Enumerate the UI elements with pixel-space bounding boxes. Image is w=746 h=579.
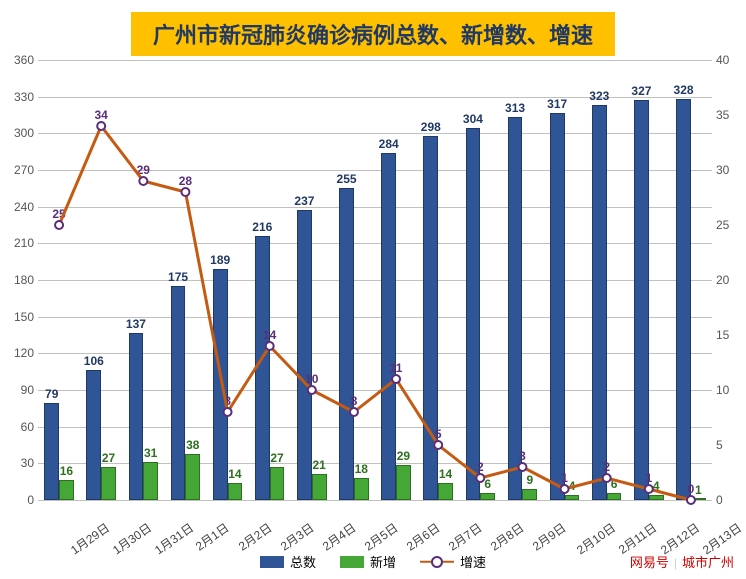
legend-new: 新增 (340, 552, 396, 571)
ytick-right: 25 (716, 218, 742, 232)
ytick-right: 35 (716, 108, 742, 122)
legend-rate: 增速 (420, 552, 486, 571)
ytick-left: 150 (6, 310, 34, 324)
x-category-label: 2月4日 (319, 519, 359, 554)
ytick-left: 120 (6, 346, 34, 360)
ytick-right: 15 (716, 328, 742, 342)
footer-left: 网易号 (630, 555, 669, 570)
legend-new-label: 新增 (370, 552, 396, 571)
ytick-left: 240 (6, 200, 34, 214)
rate-marker (97, 122, 105, 130)
rate-line-layer (38, 60, 712, 500)
rate-marker (181, 188, 189, 196)
x-category-label: 2月3日 (276, 519, 316, 554)
rate-marker (645, 485, 653, 493)
x-category-label: 2月8日 (487, 519, 527, 554)
source-footer: 网易号 | 城市广州 (630, 552, 734, 571)
ytick-left: 180 (6, 273, 34, 287)
rate-marker (434, 441, 442, 449)
x-category-label: 2月6日 (403, 519, 443, 554)
legend-rate-label: 增速 (460, 552, 486, 571)
rate-marker (55, 221, 63, 229)
x-category-label: 2月2日 (234, 519, 274, 554)
rate-marker (350, 408, 358, 416)
ytick-left: 330 (6, 90, 34, 104)
ytick-left: 0 (6, 493, 34, 507)
x-category-label: 2月1日 (192, 519, 232, 554)
rate-marker (266, 342, 274, 350)
rate-marker (224, 408, 232, 416)
rate-marker (603, 474, 611, 482)
swatch-total-icon (260, 556, 284, 568)
plot-area: 0306090120150180210240270300330360051015… (38, 60, 712, 500)
ytick-left: 60 (6, 420, 34, 434)
ytick-left: 300 (6, 126, 34, 140)
ytick-right: 20 (716, 273, 742, 287)
x-category-label: 2月7日 (445, 519, 485, 554)
rate-marker (687, 496, 695, 504)
ytick-left: 270 (6, 163, 34, 177)
rate-marker (308, 386, 316, 394)
ytick-right: 0 (716, 493, 742, 507)
ytick-right: 5 (716, 438, 742, 452)
chart-container: 广州市新冠肺炎确诊病例总数、新增数、增速 0306090120150180210… (0, 0, 746, 579)
rate-marker (561, 485, 569, 493)
chart-title: 广州市新冠肺炎确诊病例总数、新增数、增速 (131, 12, 615, 56)
ytick-left: 90 (6, 383, 34, 397)
rate-marker (392, 375, 400, 383)
swatch-new-icon (340, 556, 364, 568)
swatch-rate-icon (420, 555, 454, 569)
rate-marker (476, 474, 484, 482)
x-category-label: 2月9日 (529, 519, 569, 554)
ytick-right: 40 (716, 53, 742, 67)
ytick-right: 30 (716, 163, 742, 177)
ytick-right: 10 (716, 383, 742, 397)
x-category-label: 2月5日 (361, 519, 401, 554)
footer-sep: | (674, 555, 677, 570)
x-category-label: 1月30日 (109, 519, 155, 558)
x-category-label: 1月29日 (67, 519, 113, 558)
footer-right: 城市广州 (682, 555, 734, 570)
rate-marker (139, 177, 147, 185)
x-category-label: 1月31日 (151, 519, 197, 558)
ytick-left: 360 (6, 53, 34, 67)
legend: 总数 新增 增速 (260, 552, 486, 571)
ytick-left: 210 (6, 236, 34, 250)
rate-marker (518, 463, 526, 471)
legend-total: 总数 (260, 552, 316, 571)
x-category-label: 2月10日 (573, 519, 619, 558)
ytick-left: 30 (6, 456, 34, 470)
legend-total-label: 总数 (290, 552, 316, 571)
